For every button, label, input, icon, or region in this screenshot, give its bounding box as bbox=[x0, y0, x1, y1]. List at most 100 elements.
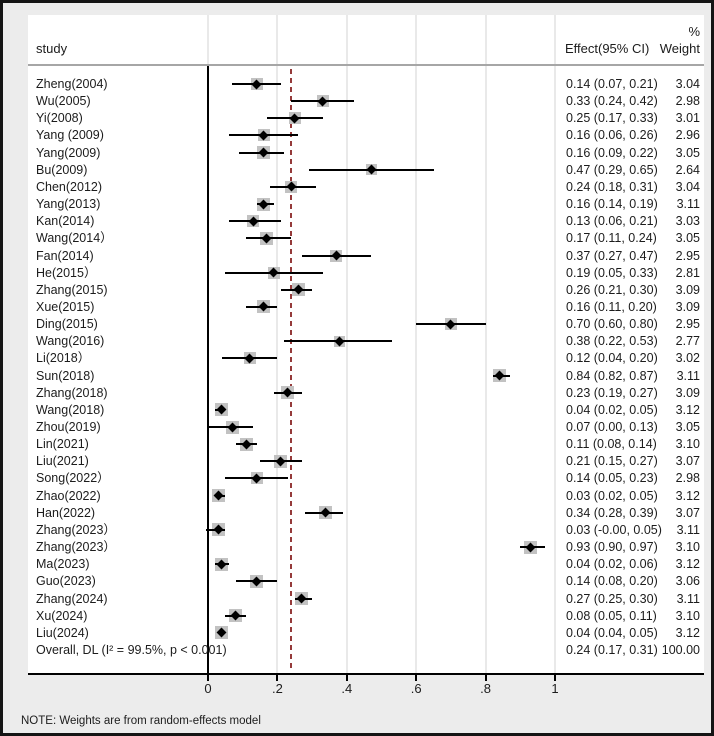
axis-tick-label: 0 bbox=[204, 681, 212, 696]
weight-value: 3.09 bbox=[675, 385, 700, 400]
effect-ci-value: 0.14 (0.08, 0.20) bbox=[566, 574, 658, 589]
header-rule bbox=[28, 64, 704, 66]
weight-value: 3.03 bbox=[675, 214, 700, 229]
study-label: Zhang(2023） bbox=[36, 522, 116, 537]
gridline bbox=[484, 15, 487, 673]
study-label: Han(2022) bbox=[36, 505, 96, 520]
study-label: Yang(2013) bbox=[36, 197, 101, 212]
x-axis bbox=[28, 673, 704, 675]
weight-value: 3.02 bbox=[675, 351, 700, 366]
effect-ci-value: 0.13 (0.06, 0.21) bbox=[566, 214, 658, 229]
weight-value: 2.96 bbox=[675, 128, 700, 143]
effect-ci-value: 0.11 (0.08, 0.14) bbox=[566, 437, 657, 452]
effect-ci-value: 0.04 (0.02, 0.05) bbox=[566, 402, 658, 417]
effect-ci-value: 0.03 (-0.00, 0.05) bbox=[566, 522, 662, 537]
weight-value: 3.06 bbox=[675, 574, 700, 589]
axis-tick-label: .8 bbox=[480, 681, 492, 696]
weight-value: 2.81 bbox=[675, 265, 700, 280]
study-label: Wang(2018) bbox=[36, 402, 105, 417]
overall-dashed-line bbox=[290, 69, 293, 672]
weight-value: 3.12 bbox=[675, 557, 700, 572]
column-header-effect: Effect(95% CI) bbox=[565, 41, 650, 56]
weight-value: 3.12 bbox=[675, 488, 700, 503]
weight-value: 3.01 bbox=[675, 111, 700, 126]
axis-tick bbox=[207, 675, 209, 681]
study-label: Xu(2024) bbox=[36, 608, 88, 623]
column-header-study: study bbox=[36, 41, 68, 56]
effect-ci-value: 0.07 (0.00, 0.13) bbox=[566, 420, 658, 434]
axis-tick bbox=[345, 675, 348, 681]
study-label: Xue(2015) bbox=[36, 299, 95, 314]
overall-label: Overall, DL (I² = 99.5%, p < 0.001) bbox=[36, 642, 227, 657]
study-label: Liu(2021) bbox=[36, 454, 89, 469]
study-label: Yi(2008) bbox=[36, 111, 83, 126]
study-label: Zhang(2023） bbox=[36, 540, 116, 555]
study-label: Lin(2021) bbox=[36, 437, 89, 452]
effect-ci-value: 0.24 (0.18, 0.31) bbox=[566, 179, 658, 194]
weight-value: 3.12 bbox=[675, 402, 700, 417]
study-label: Zhang(2015) bbox=[36, 282, 108, 297]
effect-ci-value: 0.27 (0.25, 0.30) bbox=[566, 591, 658, 606]
effect-ci-value: 0.03 (0.02, 0.05) bbox=[566, 488, 658, 503]
effect-ci-value: 0.16 (0.14, 0.19) bbox=[566, 197, 658, 212]
weight-value: 3.09 bbox=[675, 282, 700, 297]
study-label: Song(2022） bbox=[36, 471, 110, 486]
study-label: Yang (2009) bbox=[36, 128, 104, 143]
study-label: Zhang(2018) bbox=[36, 385, 108, 400]
weight-value: 3.04 bbox=[675, 77, 700, 91]
weight-value: 3.11 bbox=[676, 522, 700, 537]
weight-value: 2.64 bbox=[675, 162, 700, 177]
weight-value: 100.00 bbox=[661, 642, 700, 657]
gridline bbox=[345, 15, 348, 673]
axis-tick-label: .6 bbox=[410, 681, 422, 696]
weight-value: 2.95 bbox=[675, 317, 700, 332]
study-label: He(2015） bbox=[36, 265, 97, 280]
effect-ci-value: 0.25 (0.17, 0.33) bbox=[566, 111, 658, 126]
weight-value: 3.11 bbox=[676, 197, 700, 212]
plot-background bbox=[28, 15, 704, 675]
effect-ci-value: 0.37 (0.27, 0.47) bbox=[566, 248, 658, 263]
effect-ci-value: 0.12 (0.04, 0.20) bbox=[566, 351, 658, 366]
effect-ci-value: 0.08 (0.05, 0.11) bbox=[566, 608, 657, 623]
weight-value: 3.11 bbox=[676, 368, 700, 383]
axis-tick bbox=[415, 675, 418, 681]
gridline bbox=[415, 15, 418, 673]
effect-ci-value: 0.21 (0.15, 0.27) bbox=[566, 454, 658, 469]
study-label: Bu(2009) bbox=[36, 162, 88, 177]
study-label: Kan(2014) bbox=[36, 214, 95, 229]
axis-tick bbox=[554, 675, 556, 681]
gridline bbox=[276, 15, 279, 673]
gridline bbox=[554, 15, 556, 673]
note: NOTE: Weights are from random-effects mo… bbox=[21, 715, 261, 727]
weight-value: 2.77 bbox=[675, 334, 700, 349]
axis-tick-label: .2 bbox=[271, 681, 283, 696]
axis-tick-label: .4 bbox=[341, 681, 353, 696]
effect-ci-value: 0.47 (0.29, 0.65) bbox=[566, 162, 658, 177]
effect-ci-value: 0.33 (0.24, 0.42) bbox=[566, 94, 658, 109]
effect-ci-value: 0.16 (0.06, 0.26) bbox=[566, 128, 658, 143]
study-label: Chen(2012) bbox=[36, 179, 103, 194]
column-header-weight: Weight bbox=[659, 41, 700, 56]
effect-ci-value: 0.70 (0.60, 0.80) bbox=[566, 317, 658, 332]
axis-tick bbox=[484, 675, 487, 681]
weight-value: 3.05 bbox=[675, 231, 700, 246]
study-label: Li(2018） bbox=[36, 351, 91, 366]
study-label: Zhang(2024) bbox=[36, 591, 108, 606]
effect-ci-value: 0.14 (0.07, 0.21) bbox=[566, 77, 658, 91]
weight-value: 3.12 bbox=[675, 625, 700, 640]
weight-value: 3.05 bbox=[675, 420, 700, 434]
study-label: Zheng(2004) bbox=[36, 77, 108, 91]
weight-value: 3.10 bbox=[675, 540, 700, 555]
effect-ci-value: 0.38 (0.22, 0.53) bbox=[566, 334, 658, 349]
weight-value: 2.98 bbox=[675, 471, 700, 486]
weight-value: 3.10 bbox=[675, 437, 700, 452]
study-label: Ma(2023) bbox=[36, 557, 90, 572]
study-label: Guo(2023) bbox=[36, 574, 96, 589]
study-label: Wang(2016) bbox=[36, 334, 105, 349]
weight-value: 3.09 bbox=[675, 299, 700, 314]
weight-value: 3.05 bbox=[675, 145, 700, 160]
weight-value: 2.98 bbox=[675, 94, 700, 109]
effect-ci-value: 0.16 (0.11, 0.20) bbox=[566, 299, 657, 314]
effect-ci-value: 0.04 (0.04, 0.05) bbox=[566, 625, 658, 640]
study-label: Zhou(2019) bbox=[36, 420, 101, 434]
